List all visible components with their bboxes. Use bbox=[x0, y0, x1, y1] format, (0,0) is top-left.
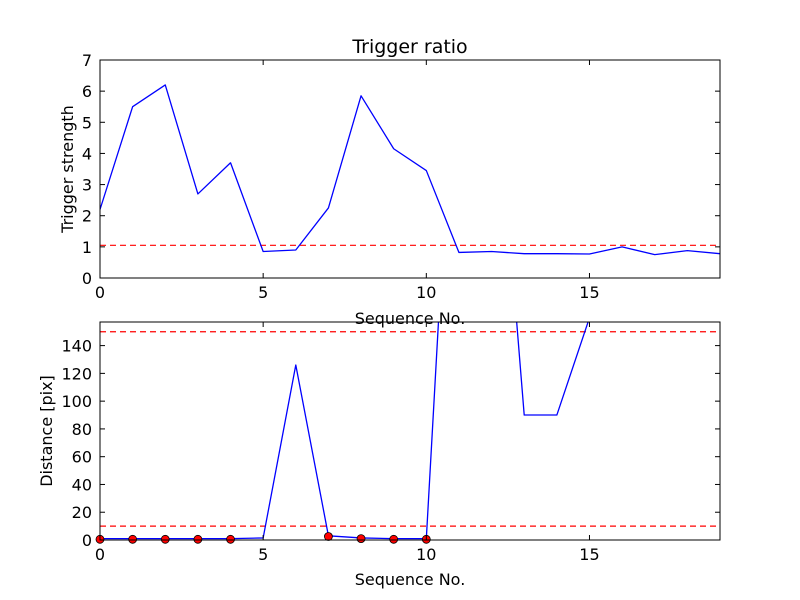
y-tick-label: 0 bbox=[82, 269, 92, 288]
x-axis-label-top: Sequence No. bbox=[355, 309, 466, 328]
y-tick-label: 60 bbox=[72, 448, 92, 467]
y-tick-label: 140 bbox=[61, 337, 92, 356]
y-tick-label: 120 bbox=[61, 364, 92, 383]
y-tick-label: 4 bbox=[82, 144, 92, 163]
y-tick-label: 5 bbox=[82, 113, 92, 132]
axes-frame-top bbox=[99, 59, 721, 279]
y-axis-label-top: Trigger strength bbox=[58, 105, 77, 234]
y-axis-label-bottom: Distance [pix] bbox=[37, 375, 56, 487]
series-line-bottom-0 bbox=[100, 322, 589, 540]
y-tick-label: 80 bbox=[72, 420, 92, 439]
distance-subplot: Sequence No. Distance [pix] 0 5 10 15 0 20 40 6… bbox=[37, 321, 721, 589]
chart-title: Trigger ratio bbox=[351, 36, 467, 58]
y-tick-label: 40 bbox=[72, 475, 92, 494]
data-point-marker bbox=[226, 534, 235, 544]
y-tick-label: 3 bbox=[82, 176, 92, 195]
y-tick-label: 7 bbox=[82, 51, 92, 70]
x-tick-label: 5 bbox=[258, 283, 268, 302]
data-point-marker bbox=[160, 534, 170, 544]
x-axis-label-bottom: Sequence No. bbox=[355, 570, 466, 589]
y-tick-label: 1 bbox=[82, 238, 92, 257]
data-point-marker bbox=[356, 534, 366, 544]
y-tick-label: 6 bbox=[82, 82, 92, 101]
y-tick-label: 2 bbox=[82, 207, 92, 226]
x-tick-label: 0 bbox=[95, 283, 105, 302]
plot-area-bottom: 0 5 10 15 0 20 40 60 80 100 120 140 bbox=[61, 321, 721, 564]
x-tick-label: 15 bbox=[579, 283, 599, 302]
axes-frame-bottom bbox=[99, 321, 721, 541]
data-point-marker bbox=[193, 534, 203, 544]
data-point-marker bbox=[389, 534, 399, 544]
y-tick-label: 100 bbox=[61, 392, 92, 411]
series-line-top-0 bbox=[100, 84, 720, 256]
x-tick-label: 5 bbox=[258, 545, 268, 564]
plot-content-bottom bbox=[100, 322, 720, 540]
plot-area-top: 0 5 10 15 0 1 2 3 4 5 6 7 bbox=[82, 51, 721, 302]
x-tick-label: 0 bbox=[95, 545, 105, 564]
data-point-marker bbox=[128, 534, 138, 544]
trigger-ratio-subplot: Trigger ratio Sequence No. Trigger stren… bbox=[58, 36, 721, 328]
x-tick-label: 10 bbox=[416, 283, 436, 302]
y-tick-label: 20 bbox=[72, 503, 92, 522]
y-tick-label: 0 bbox=[82, 531, 92, 550]
data-point-marker bbox=[324, 532, 333, 541]
x-tick-label: 15 bbox=[579, 545, 599, 564]
plot-content-top bbox=[100, 84, 720, 256]
x-tick-label: 10 bbox=[416, 545, 436, 564]
